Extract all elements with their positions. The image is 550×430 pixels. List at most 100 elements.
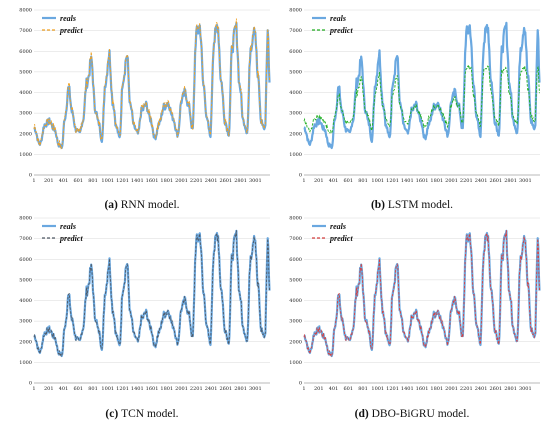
x-tick-label: 2001: [175, 178, 188, 184]
series-line-predict: [33, 18, 270, 150]
legend-label-reals: reals: [60, 14, 76, 23]
x-tick-label: 201: [314, 386, 324, 392]
x-tick-label: 1001: [371, 386, 384, 392]
x-tick-label: 1001: [101, 178, 114, 184]
x-tick-label: 1: [32, 386, 35, 392]
x-tick-label: 1801: [430, 386, 443, 392]
y-tick-label: 4000: [19, 298, 32, 304]
y-tick-label: 8000: [289, 8, 302, 14]
y-tick-label: 3000: [19, 319, 32, 325]
y-tick-label: 1000: [289, 152, 302, 158]
x-tick-label: 801: [358, 386, 368, 392]
x-tick-label: 1201: [116, 386, 129, 392]
x-tick-label: 601: [343, 178, 353, 184]
x-tick-label: 2401: [205, 178, 218, 184]
x-tick-label: 1201: [386, 386, 399, 392]
x-tick-label: 3001: [519, 386, 532, 392]
x-tick-label: 1: [32, 178, 35, 184]
x-tick-label: 401: [59, 386, 69, 392]
caption-letter: (c): [105, 408, 121, 420]
y-tick-label: 8000: [289, 216, 302, 222]
y-tick-label: 6000: [19, 49, 32, 55]
y-tick-label: 3000: [289, 111, 302, 117]
y-tick-label: 2000: [19, 339, 32, 345]
y-tick-label: 5000: [19, 69, 32, 75]
x-tick-label: 2001: [445, 386, 458, 392]
legend-label-predict: predict: [59, 26, 83, 35]
y-tick-label: 0: [29, 381, 32, 387]
x-tick-label: 2601: [489, 386, 502, 392]
x-tick-label: 601: [73, 178, 83, 184]
x-tick-label: 1001: [371, 178, 384, 184]
x-tick-label: 1: [302, 386, 305, 392]
x-tick-label: 2401: [475, 178, 488, 184]
panel-caption: (a) RNN model.: [104, 199, 179, 211]
y-tick-label: 2000: [289, 131, 302, 137]
x-tick-label: 401: [59, 178, 69, 184]
x-tick-label: 1401: [401, 178, 414, 184]
y-tick-label: 2000: [289, 339, 302, 345]
series-line-predict: [303, 230, 540, 358]
x-tick-label: 2201: [460, 178, 473, 184]
x-tick-label: 2801: [504, 386, 517, 392]
y-tick-label: 7000: [19, 236, 32, 242]
y-tick-label: 6000: [19, 257, 32, 263]
x-tick-label: 1801: [160, 178, 173, 184]
caption-text: DBO-BiGRU model.: [372, 408, 470, 420]
series-line-reals: [303, 21, 541, 150]
y-tick-label: 1000: [19, 152, 32, 158]
panel-caption: (d) DBO-BiGRU model.: [355, 408, 470, 420]
y-tick-label: 0: [299, 173, 302, 179]
caption-letter: (b): [371, 199, 388, 211]
x-tick-label: 201: [44, 178, 54, 184]
x-tick-label: 1601: [416, 178, 429, 184]
caption-letter: (a): [104, 199, 120, 211]
y-tick-label: 6000: [289, 49, 302, 55]
x-tick-label: 1601: [146, 386, 159, 392]
x-tick-label: 201: [314, 178, 324, 184]
legend-label-predict: predict: [329, 26, 353, 35]
legend-label-reals: reals: [60, 222, 76, 231]
x-tick-label: 3001: [249, 178, 262, 184]
x-tick-label: 801: [88, 386, 98, 392]
y-tick-label: 8000: [19, 8, 32, 14]
x-tick-label: 3001: [519, 178, 532, 184]
x-tick-label: 2601: [489, 178, 502, 184]
caption-text: RNN model.: [121, 199, 180, 211]
x-tick-label: 2801: [504, 178, 517, 184]
y-tick-label: 3000: [19, 111, 32, 117]
y-tick-label: 0: [299, 381, 302, 387]
x-tick-label: 1401: [131, 386, 144, 392]
x-tick-label: 1601: [146, 178, 159, 184]
legend-label-reals: reals: [330, 14, 346, 23]
y-tick-label: 5000: [289, 69, 302, 75]
caption-text: TCN model.: [121, 408, 179, 420]
x-tick-label: 401: [329, 386, 339, 392]
legend-label-predict: predict: [329, 234, 353, 243]
x-tick-label: 201: [44, 386, 54, 392]
series-line-predict: [303, 64, 540, 134]
x-tick-label: 2801: [234, 386, 247, 392]
y-tick-label: 2000: [19, 131, 32, 137]
y-tick-label: 0: [29, 173, 32, 179]
x-tick-label: 2201: [190, 386, 203, 392]
y-tick-label: 6000: [289, 257, 302, 263]
y-tick-label: 1000: [289, 360, 302, 366]
x-tick-label: 601: [343, 386, 353, 392]
x-tick-label: 601: [73, 386, 83, 392]
y-tick-label: 7000: [289, 236, 302, 242]
x-tick-label: 401: [329, 178, 339, 184]
x-tick-label: 1201: [386, 178, 399, 184]
x-tick-label: 1601: [416, 386, 429, 392]
x-tick-label: 1401: [401, 386, 414, 392]
legend-label-predict: predict: [59, 234, 83, 243]
x-tick-label: 2001: [445, 178, 458, 184]
y-tick-label: 8000: [19, 216, 32, 222]
x-tick-label: 1801: [430, 178, 443, 184]
y-tick-label: 7000: [19, 28, 32, 34]
x-tick-label: 2601: [219, 386, 232, 392]
